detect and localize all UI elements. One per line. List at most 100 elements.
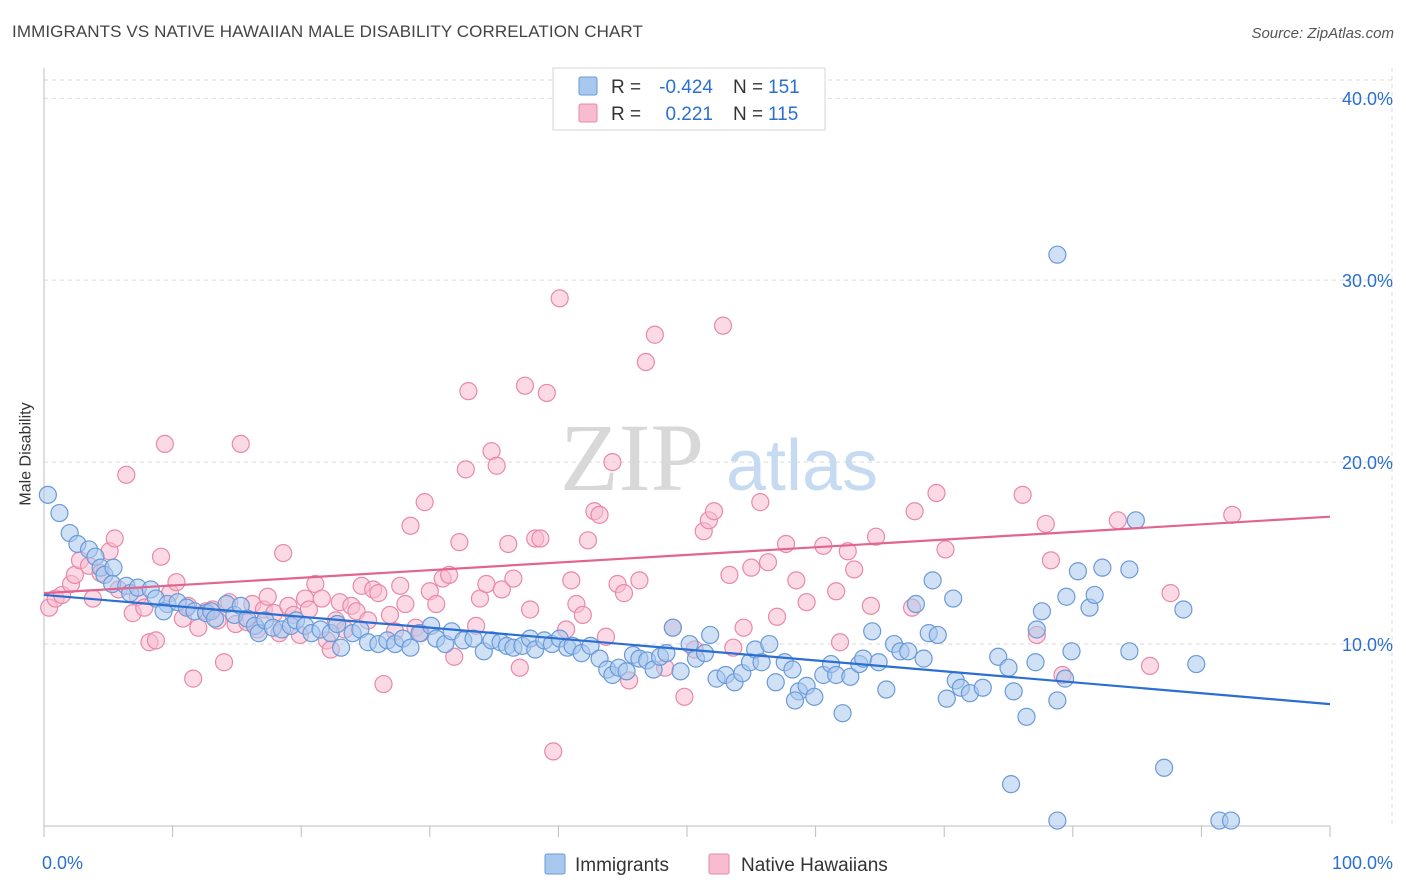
x-tick-label-max: 100.0% <box>1332 853 1393 873</box>
data-point <box>1013 485 1032 504</box>
data-point <box>830 633 850 652</box>
data-point <box>617 662 636 681</box>
legend-label-immigrants: Immigrants <box>575 855 669 876</box>
data-point <box>1068 562 1088 581</box>
data-point <box>391 576 410 595</box>
data-point <box>973 678 992 697</box>
data-point <box>456 460 475 479</box>
data-point <box>550 289 569 308</box>
data-point <box>1048 691 1067 710</box>
data-point <box>845 560 864 579</box>
data-point <box>450 533 469 552</box>
data-point <box>184 669 203 688</box>
stats-r-value-native-hawaiians: 0.221 <box>665 104 713 125</box>
data-point <box>1140 656 1160 675</box>
data-point <box>671 662 690 681</box>
data-point <box>704 502 724 521</box>
data-point <box>663 618 682 637</box>
data-point <box>415 493 434 512</box>
data-point <box>724 638 743 657</box>
data-point <box>38 485 57 504</box>
data-point <box>401 638 420 657</box>
data-point <box>117 465 136 484</box>
data-point <box>805 687 824 706</box>
data-point <box>573 605 592 625</box>
data-point <box>758 553 778 572</box>
data-point <box>760 634 779 654</box>
data-point <box>258 587 277 606</box>
data-point <box>105 529 124 548</box>
data-point <box>1017 707 1036 726</box>
data-point <box>866 527 886 546</box>
data-point <box>645 325 664 344</box>
data-point <box>401 516 420 535</box>
data-point <box>905 502 924 521</box>
data-point <box>578 531 598 550</box>
data-point <box>459 382 478 401</box>
data-point <box>752 653 771 672</box>
data-point <box>205 609 225 628</box>
data-point <box>630 571 649 590</box>
data-point <box>999 658 1018 677</box>
stats-n-label-native-hawaiians: N = <box>733 104 763 125</box>
data-point <box>521 600 540 619</box>
y-tick-label: 10.0% <box>1342 635 1393 655</box>
data-point <box>492 580 511 599</box>
stats-legend: R = -0.424 N = 151 R = 0.221 N = 115 <box>552 67 826 131</box>
data-point <box>331 638 351 657</box>
data-point <box>928 625 947 645</box>
data-point <box>427 594 446 614</box>
y-tick-label: 40.0% <box>1342 89 1393 109</box>
data-point <box>445 647 464 666</box>
stats-r-label-immigrants: R = <box>611 77 641 98</box>
data-point <box>154 602 173 621</box>
data-point <box>1026 653 1045 672</box>
data-point <box>614 584 634 603</box>
data-point <box>603 452 622 472</box>
stats-n-value-immigrants: 151 <box>768 77 800 98</box>
data-point <box>1093 558 1112 577</box>
bottom-legend: Immigrants Native Hawaiians <box>544 853 888 876</box>
watermark-atlas: atlas <box>726 426 878 506</box>
data-point <box>155 434 174 454</box>
data-point <box>312 589 331 608</box>
data-point <box>720 565 739 585</box>
data-point <box>544 742 563 761</box>
stats-n-label-immigrants: N = <box>733 77 763 98</box>
x-tick-labels: 0.0% 100.0% <box>42 853 1393 873</box>
y-tick-labels: 10.0% 20.0% 30.0% 40.0% <box>1342 89 1393 655</box>
data-point <box>1055 669 1075 688</box>
data-point <box>1126 511 1145 530</box>
data-point <box>274 543 293 563</box>
data-point <box>936 540 955 559</box>
data-point <box>767 607 787 626</box>
data-point <box>1085 585 1104 605</box>
data-point <box>477 574 496 594</box>
data-point <box>1048 811 1067 830</box>
stats-legend-swatch-immigrants <box>578 76 598 96</box>
data-point <box>510 658 529 677</box>
data-point <box>914 649 933 668</box>
data-point <box>713 316 733 335</box>
data-point <box>1120 642 1139 661</box>
data-point <box>531 529 550 548</box>
stats-legend-box <box>552 67 826 131</box>
data-point <box>1120 560 1139 579</box>
data-point <box>515 376 535 395</box>
data-point <box>785 691 805 710</box>
data-point <box>783 660 802 679</box>
data-point <box>861 596 880 615</box>
stats-r-value-immigrants: -0.424 <box>659 77 713 98</box>
data-point <box>396 594 415 614</box>
data-point <box>464 629 483 648</box>
data-point <box>863 622 882 641</box>
data-point <box>1001 775 1021 794</box>
y-tick-label: 30.0% <box>1342 271 1393 291</box>
trend-line-immigrants <box>43 593 1331 706</box>
data-point <box>899 642 918 661</box>
watermark-zip: ZIP <box>560 404 704 511</box>
data-point <box>1221 811 1241 830</box>
data-point <box>1187 654 1206 674</box>
data-point <box>504 569 523 588</box>
legend-label-native-hawaiians: Native Hawaiians <box>741 855 888 876</box>
